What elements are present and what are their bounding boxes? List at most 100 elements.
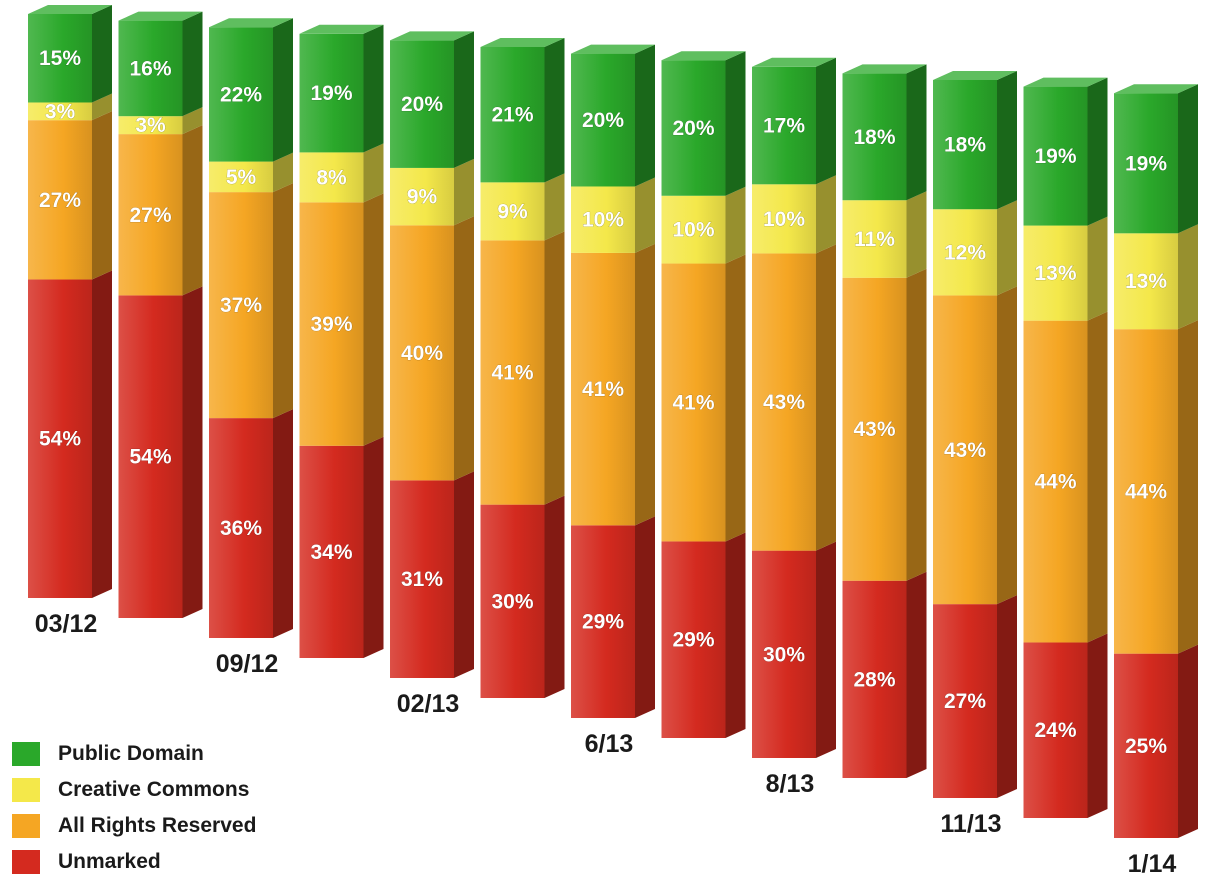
bar-segment-side-all-rights-reserved: [544, 231, 565, 505]
bar-segment-public-domain: [1023, 86, 1088, 226]
bar-segment-side-unmarked: [182, 286, 203, 618]
bar-segment-public-domain: [209, 27, 273, 162]
data-label-unmarked: 25%: [1125, 735, 1167, 758]
bar-segment-side-creative-commons: [544, 173, 565, 241]
bar-segment-public-domain: [390, 40, 454, 168]
bar-top-cap: [571, 44, 655, 54]
bar-segment-side-public-domain: [544, 38, 565, 183]
bar-segment-side-public-domain: [454, 31, 474, 168]
bar-segment-side-public-domain: [725, 51, 746, 196]
bar-segment-side-all-rights-reserved: [363, 193, 384, 446]
bar-segment-side-all-rights-reserved: [182, 125, 203, 296]
bar-segment-public-domain: [480, 47, 545, 183]
bar-top-cap: [390, 31, 474, 41]
bar-column: 30% 41% 9% 21%: [480, 38, 565, 698]
legend-item-unmarked: Unmarked: [12, 844, 256, 880]
data-label-all-rights-reserved: 37%: [220, 294, 262, 317]
data-label-all-rights-reserved: 43%: [763, 391, 805, 414]
bar-segment-side-all-rights-reserved: [454, 216, 474, 481]
data-label-all-rights-reserved: 27%: [39, 189, 81, 212]
bar-segment-unmarked: [480, 504, 545, 698]
data-label-unmarked: 27%: [944, 690, 986, 713]
bar-segment-side-unmarked: [273, 409, 293, 638]
bar-segment-all-rights-reserved: [390, 225, 454, 481]
data-label-public-domain: 19%: [1034, 145, 1076, 168]
bar-top-cap: [1023, 77, 1108, 87]
data-label-unmarked: 28%: [853, 668, 895, 691]
bar-top-cap: [661, 51, 746, 61]
data-label-all-rights-reserved: 43%: [944, 439, 986, 462]
legend: Public Domain Creative Commons All Right…: [12, 736, 256, 880]
bar-segment-side-creative-commons: [816, 175, 836, 254]
data-label-creative-commons: 9%: [497, 200, 528, 223]
bar-segment-all-rights-reserved: [1114, 329, 1178, 654]
data-label-creative-commons: 10%: [763, 208, 805, 231]
data-label-public-domain: 18%: [853, 126, 895, 149]
legend-item-public-domain: Public Domain: [12, 736, 256, 772]
bar-segment-creative-commons: [1023, 225, 1088, 321]
data-label-creative-commons: 10%: [582, 209, 624, 232]
bar-segment-side-unmarked: [363, 436, 384, 658]
data-label-unmarked: 54%: [39, 428, 81, 451]
x-tick-label: 8/13: [766, 770, 815, 798]
bar-segment-side-unmarked: [725, 532, 746, 738]
data-label-unmarked: 54%: [129, 446, 171, 469]
bar-column: 27% 43% 12% 18%: [933, 71, 1017, 798]
bar-segment-unmarked: [299, 445, 364, 658]
bar-top-cap: [1114, 84, 1198, 94]
bar-segment-unmarked: [842, 580, 907, 778]
bar-segment-side-public-domain: [363, 24, 384, 153]
bar-segment-side-creative-commons: [273, 152, 293, 193]
bar-segment-side-unmarked: [454, 471, 474, 678]
bar-column: 30% 43% 10% 17%: [752, 57, 836, 758]
data-label-public-domain: 21%: [491, 104, 533, 127]
bar-segment-public-domain: [28, 14, 92, 103]
bar-segment-all-rights-reserved: [842, 277, 907, 581]
bar-column: 54% 27% 3% 16%: [118, 11, 203, 618]
data-label-public-domain: 19%: [1125, 152, 1167, 175]
bar-segment-side-public-domain: [273, 18, 293, 162]
data-label-all-rights-reserved: 39%: [310, 313, 352, 336]
bar-segment-creative-commons: [571, 186, 635, 253]
data-label-all-rights-reserved: 41%: [672, 391, 714, 414]
x-tick-label: 09/12: [216, 650, 279, 678]
data-label-public-domain: 20%: [582, 109, 624, 132]
bar-segment-creative-commons: [1114, 233, 1178, 330]
bar-segment-unmarked: [28, 279, 92, 598]
bar-segment-side-creative-commons: [1178, 224, 1198, 330]
bar-segment-creative-commons: [752, 184, 816, 254]
bar-segment-unmarked: [118, 295, 183, 618]
bar-segment-public-domain: [842, 73, 907, 201]
bar-top-cap: [752, 57, 836, 67]
x-tick-label: 1/14: [1128, 850, 1177, 877]
bar-segment-all-rights-reserved: [28, 120, 92, 280]
legend-swatch: [12, 742, 40, 766]
data-label-unmarked: 29%: [672, 629, 714, 652]
bar-top-cap: [933, 71, 1017, 80]
bar-segment-public-domain: [661, 60, 726, 196]
bar-top-cap: [118, 11, 203, 21]
data-label-public-domain: 20%: [401, 93, 443, 116]
data-label-creative-commons: 8%: [316, 166, 347, 189]
data-label-all-rights-reserved: 40%: [401, 342, 443, 365]
bar-segment-side-public-domain: [182, 11, 203, 117]
data-label-creative-commons: 12%: [944, 241, 986, 264]
bar-segment-side-public-domain: [635, 44, 655, 187]
data-label-unmarked: 24%: [1034, 719, 1076, 742]
bar-segment-side-all-rights-reserved: [635, 243, 655, 526]
bar-top-cap: [842, 64, 927, 74]
data-label-all-rights-reserved: 41%: [582, 378, 624, 401]
data-label-unmarked: 31%: [401, 568, 443, 591]
bar-segment-side-creative-commons: [997, 200, 1017, 296]
legend-item-creative-commons: Creative Commons: [12, 772, 256, 808]
bar-segment-creative-commons: [118, 116, 183, 135]
data-label-all-rights-reserved: 27%: [129, 204, 171, 227]
bar-segment-side-all-rights-reserved: [816, 244, 836, 551]
bar-segment-all-rights-reserved: [209, 192, 273, 419]
data-label-creative-commons: 5%: [226, 166, 257, 189]
bar-segment-side-unmarked: [816, 541, 836, 758]
date-labels-group: 03/12 09/12 02/13 6/13 8/13 11/13 1/14: [35, 610, 1177, 877]
bar-column: 25% 44% 13% 19%: [1114, 84, 1198, 838]
bar-segment-side-all-rights-reserved: [906, 268, 927, 581]
